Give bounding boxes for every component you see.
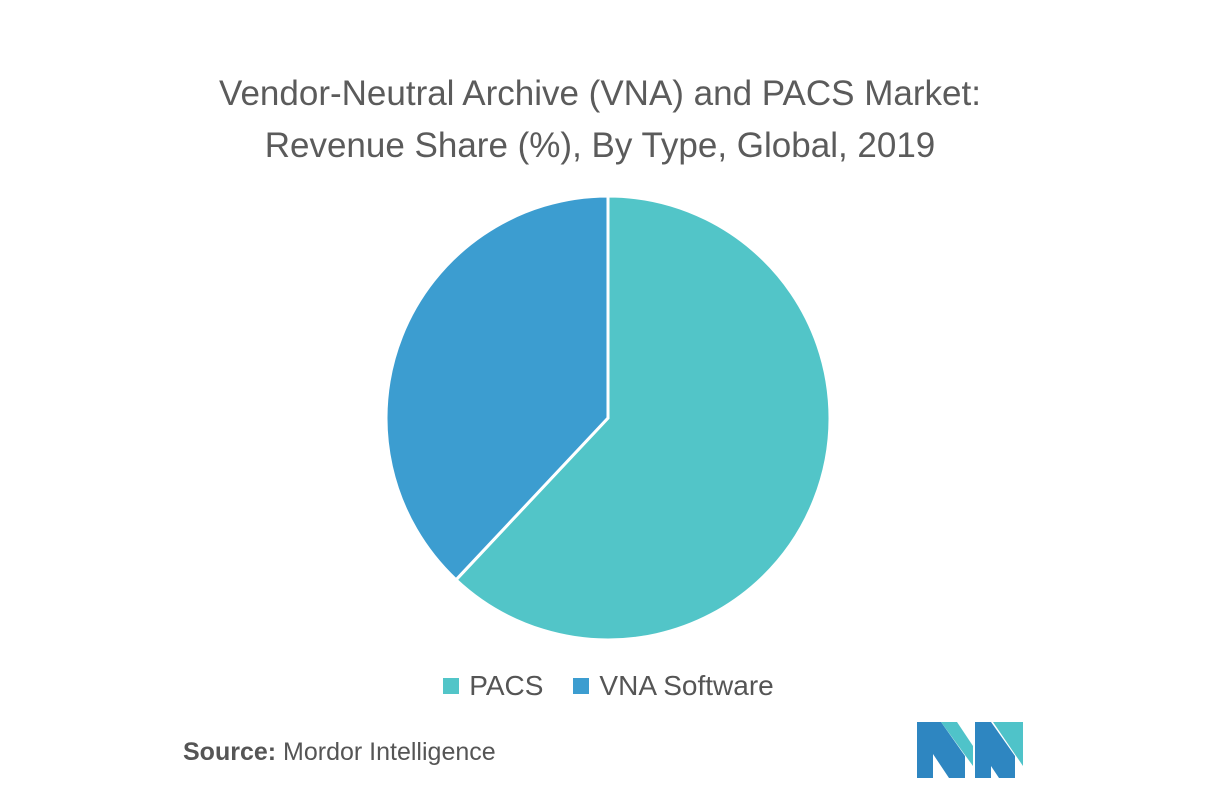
source-label: Source: <box>183 738 277 766</box>
pie-slice-vna-software <box>384 194 610 582</box>
logo-right-accent <box>993 722 1023 766</box>
pie-slices <box>384 194 832 642</box>
source-text: Mordor Intelligence <box>283 738 496 766</box>
legend-item-vna-software: VNA Software <box>573 670 774 702</box>
chart-subtitle: Revenue Share (%), By Type, Global, 2019 <box>264 126 936 165</box>
logo-left-shape <box>917 722 965 778</box>
legend-item-pacs: PACS <box>443 670 543 702</box>
logo-right-shape <box>975 722 1015 778</box>
chart-title: Vendor-Neutral Archive (VNA) and PACS Ma… <box>0 68 1200 172</box>
logo-mid-accent <box>941 722 973 766</box>
mordor-logo-icon <box>917 722 1023 778</box>
legend-label-pacs: PACS <box>469 670 544 701</box>
pie-slice-pacs <box>453 194 832 642</box>
legend-swatch-pacs <box>443 678 460 694</box>
chart-title-line1: Vendor-Neutral Archive (VNA) and PACS Ma… <box>219 74 981 113</box>
chart-legend: PACS VNA Software <box>0 670 1217 702</box>
legend-label-vna-software: VNA Software <box>599 670 774 701</box>
legend-swatch-vna-software <box>573 678 590 694</box>
source-note: Source: Mordor Intelligence <box>183 738 496 767</box>
